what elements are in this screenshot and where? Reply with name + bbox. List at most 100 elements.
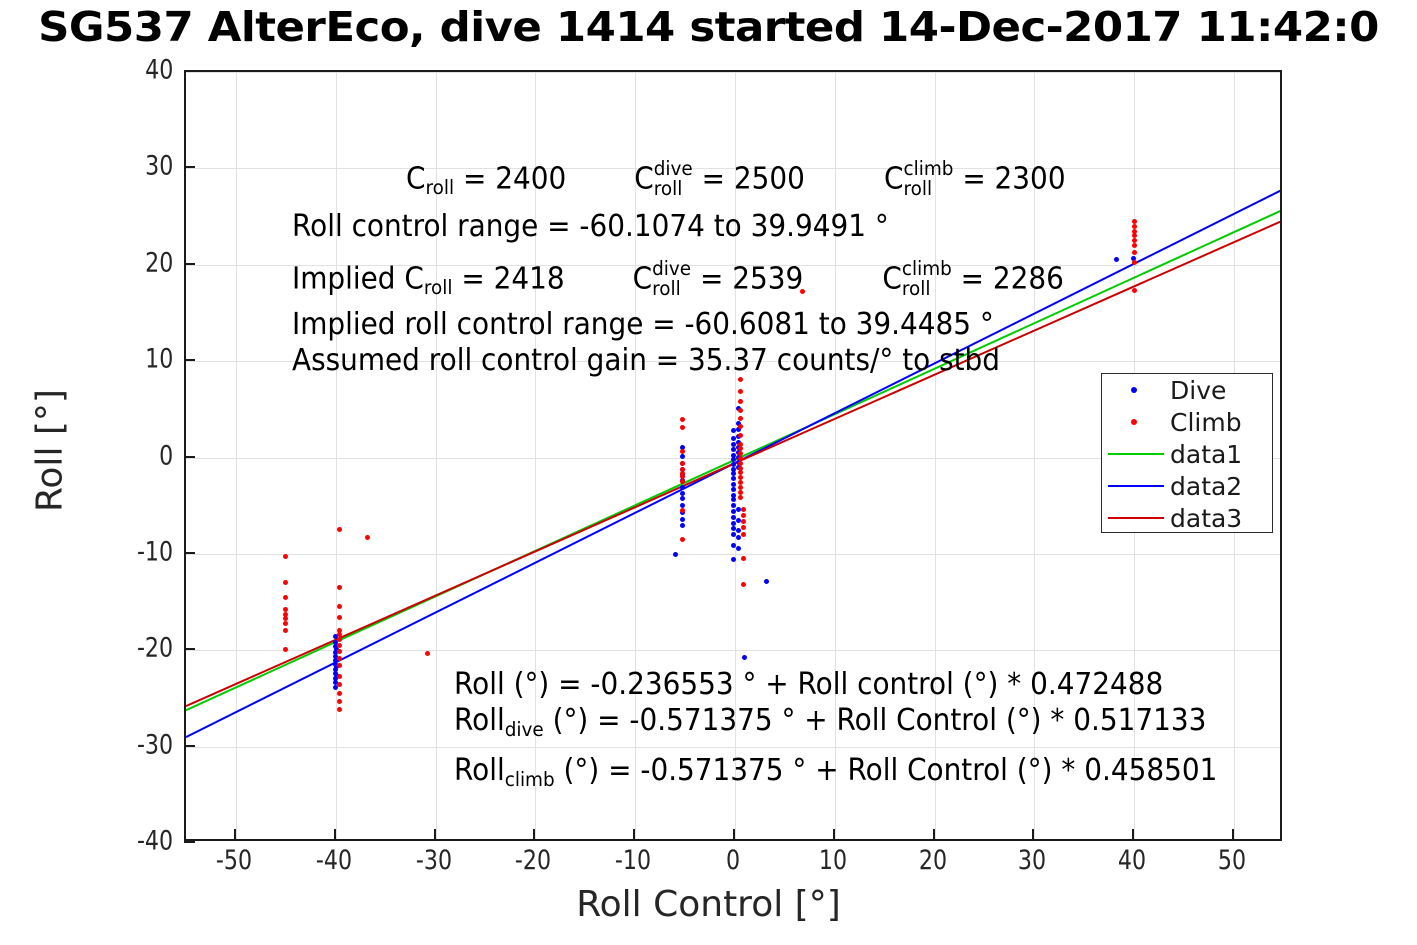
legend-line-icon: [1108, 485, 1164, 487]
data-point-climb: [738, 475, 744, 481]
data-point-climb: [738, 376, 744, 382]
data-point-climb: [425, 650, 431, 656]
gridline-vertical: [235, 72, 237, 839]
data-point-dive: [333, 643, 339, 649]
data-point-dive: [730, 557, 736, 563]
data-point-climb: [337, 706, 343, 712]
equation-roll-all: Roll (°) = -0.236553 ° + Roll control (°…: [454, 667, 1164, 702]
y-tick-mark: [184, 551, 195, 554]
x-tick-mark: [533, 829, 536, 841]
data-point-climb: [738, 460, 744, 466]
data-point-climb: [679, 425, 685, 431]
data-point-climb: [738, 495, 744, 501]
y-tick-label: 10: [144, 343, 173, 375]
data-point-dive: [730, 492, 736, 498]
data-point-climb: [741, 556, 747, 562]
data-point-dive: [333, 675, 339, 681]
implied-c-dive-value: = 2539: [699, 261, 804, 297]
legend[interactable]: Dive Climb data1 data2 data3: [1101, 373, 1273, 533]
annotation-roll-control-range: Roll control range = -60.1074 to 39.9491…: [292, 209, 889, 244]
data-point-dive: [679, 445, 685, 451]
data-point-dive: [679, 496, 685, 502]
x-tick-label: -10: [615, 845, 652, 876]
implied-c-dive-supsub: dive roll: [652, 259, 691, 299]
data-point-dive: [730, 453, 736, 459]
gridline-horizontal: [186, 72, 1280, 73]
legend-item-dive[interactable]: Dive: [1102, 374, 1272, 406]
x-tick-label: 50: [1217, 845, 1247, 876]
data-point-dive: [333, 667, 339, 673]
gridline-horizontal: [186, 168, 1280, 170]
data-point-climb: [738, 446, 744, 452]
x-tick-label: 30: [1018, 845, 1047, 876]
c-roll-value: = 2400: [463, 161, 567, 197]
data-point-dive: [736, 528, 742, 534]
data-point-climb: [337, 656, 343, 662]
data-point-climb: [741, 507, 747, 513]
legend-label: Climb: [1170, 407, 1242, 437]
legend-item-climb[interactable]: Climb: [1102, 406, 1272, 438]
data-point-climb: [337, 673, 343, 679]
implied-c-roll-value: = 2418: [461, 261, 565, 297]
data-point-dive: [736, 534, 742, 540]
data-point-climb: [337, 632, 343, 638]
implied-c-dive-symbol: C: [632, 261, 653, 297]
data-point-climb: [679, 536, 685, 542]
x-tick-label: 40: [1118, 845, 1147, 876]
c-dive-subscript: roll: [653, 176, 683, 200]
legend-item-data2[interactable]: data2: [1102, 470, 1272, 502]
c-dive-supsub: dive roll: [654, 159, 693, 199]
data-point-dive: [679, 523, 685, 529]
data-point-dive: [730, 428, 736, 433]
data-point-dive: [730, 466, 736, 472]
data-point-climb: [800, 289, 806, 295]
data-point-dive: [730, 503, 736, 509]
x-tick-label: 10: [818, 845, 847, 876]
data-point-climb: [283, 615, 289, 621]
data-point-dive: [1130, 256, 1136, 262]
equation-roll-climb-name: Roll: [454, 753, 505, 788]
legend-item-data3[interactable]: data3: [1102, 502, 1272, 534]
data-point-climb: [337, 691, 343, 697]
data-point-climb: [337, 682, 343, 688]
data-point-dive: [679, 484, 685, 490]
data-point-dive: [736, 427, 742, 433]
data-point-climb: [283, 594, 289, 600]
legend-item-data1[interactable]: data1: [1102, 438, 1272, 470]
annotation-implied-roll-control-range: Implied roll control range = -60.6081 to…: [292, 307, 994, 342]
data-point-climb: [337, 642, 343, 648]
data-point-climb: [337, 604, 343, 610]
c-climb-supsub: climb roll: [903, 159, 953, 199]
gridline-vertical: [934, 72, 936, 839]
data-point-dive: [730, 476, 736, 482]
data-point-climb: [741, 525, 747, 531]
x-tick-mark: [233, 829, 236, 841]
data-point-dive: [333, 685, 339, 691]
data-point-climb: [1131, 238, 1137, 244]
y-tick-mark: [184, 359, 195, 362]
data-point-dive: [730, 447, 736, 453]
y-tick-label: -20: [136, 632, 173, 664]
data-point-climb: [738, 416, 744, 422]
legend-symbol-climb: [1102, 406, 1170, 438]
x-tick-mark: [633, 829, 636, 841]
chart-title: SG537 AlterEco, dive 1414 started 14-Dec…: [38, 3, 1379, 51]
y-tick-mark: [184, 648, 195, 651]
data-point-dive: [730, 514, 736, 520]
data-point-climb: [365, 534, 371, 540]
data-point-climb: [679, 417, 685, 423]
y-tick-mark: [184, 744, 195, 747]
y-tick-label: -40: [136, 825, 173, 857]
data-point-climb: [738, 432, 744, 438]
x-axis-label: Roll Control [°]: [576, 884, 841, 925]
x-tick-label: -50: [215, 845, 252, 876]
data-point-climb: [738, 455, 744, 461]
data-point-climb: [738, 489, 744, 495]
data-point-climb: [337, 585, 343, 591]
data-point-climb: [741, 582, 747, 588]
legend-symbol-data3: [1102, 502, 1170, 534]
y-tick-mark: [184, 841, 195, 843]
data-point-climb: [283, 627, 289, 633]
data-point-climb: [1131, 223, 1137, 229]
data-point-climb: [337, 637, 343, 643]
